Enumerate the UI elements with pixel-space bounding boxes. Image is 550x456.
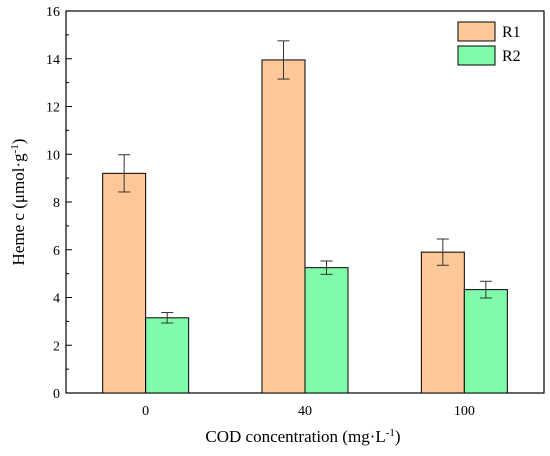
x-tick-label: 40 xyxy=(298,404,312,419)
y-axis-label-sup: -1 xyxy=(9,144,21,153)
y-tick-label: 10 xyxy=(46,148,60,163)
x-tick-label: 0 xyxy=(142,404,149,419)
x-axis-label-main: COD concentration (mg·L xyxy=(205,427,385,446)
bar-r1 xyxy=(261,59,306,394)
legend-label-r2: R2 xyxy=(502,48,521,65)
x-axis-label: COD concentration (mg·L-1) xyxy=(205,427,400,446)
y-axis-label-main: Heme c (μmol·g xyxy=(9,153,28,266)
bar-r1 xyxy=(102,172,147,394)
x-axis-label-end: ) xyxy=(395,427,401,446)
y-tick-label: 4 xyxy=(53,292,60,307)
bar-r2 xyxy=(145,317,190,394)
legend-label-r1: R1 xyxy=(502,24,521,41)
x-axis-label-sup: -1 xyxy=(386,427,395,439)
bar-r2 xyxy=(463,289,508,394)
y-axis-label: Heme c (μmol·g-1) xyxy=(9,139,28,266)
y-tick-label: 0 xyxy=(53,387,60,402)
y-tick-label: 6 xyxy=(53,244,60,259)
y-axis-label-end: ) xyxy=(9,139,28,145)
bar-r1 xyxy=(420,251,465,394)
y-tick-label: 16 xyxy=(46,5,60,20)
y-tick-label: 14 xyxy=(46,53,60,68)
y-tick-label: 12 xyxy=(46,101,60,116)
y-tick-label: 8 xyxy=(53,196,60,211)
legend-swatch-r2 xyxy=(457,45,496,66)
x-tick-label: 100 xyxy=(454,404,475,419)
legend-swatch-r1 xyxy=(457,21,496,42)
bars xyxy=(102,40,508,394)
y-axis: 0 2 4 6 8 10 12 14 16 xyxy=(46,5,72,402)
y-tick-label: 2 xyxy=(53,339,60,354)
bar-r2 xyxy=(304,267,349,394)
